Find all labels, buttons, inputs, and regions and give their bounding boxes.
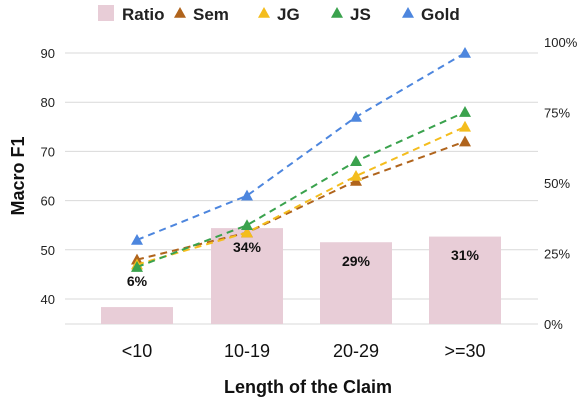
- ratio-bar: [211, 228, 283, 324]
- y-tick-label: 40: [41, 292, 55, 307]
- bar-data-label: 34%: [233, 239, 262, 255]
- series-point-js: [350, 155, 362, 167]
- bar-data-label: 31%: [451, 247, 480, 263]
- y2-tick-label: 100%: [544, 35, 578, 50]
- legend-swatch: [98, 5, 114, 21]
- legend-marker: [331, 7, 343, 18]
- ratio-bars: 6% 34% 29% 31%: [101, 228, 501, 324]
- series-point-gold: [131, 233, 143, 245]
- series-line-gold: [136, 52, 466, 241]
- legend: Ratio Sem JG JS Gold: [98, 5, 460, 24]
- x-tick-label: 20-29: [333, 341, 379, 361]
- y2-tick-label: 25%: [544, 247, 570, 262]
- ratio-bar: [429, 236, 501, 324]
- series-point-gold: [459, 47, 471, 58]
- legend-item-sem: Sem: [174, 5, 229, 24]
- series-point-gold: [241, 189, 253, 201]
- y-tick-label: 60: [41, 194, 55, 209]
- legend-label: Ratio: [122, 5, 165, 24]
- series-lines: [131, 47, 471, 272]
- y2-tick-label: 75%: [544, 106, 570, 121]
- series-point-js: [131, 261, 143, 272]
- x-tick-label: >=30: [444, 341, 485, 361]
- y2-tick-label: 50%: [544, 176, 570, 191]
- legend-label: JG: [277, 5, 300, 24]
- ratio-bar: [101, 307, 173, 324]
- legend-item-jg: JG: [258, 5, 300, 24]
- x-axis-title: Length of the Claim: [224, 377, 392, 397]
- legend-item-ratio: Ratio: [98, 5, 165, 24]
- y-tick-label: 70: [41, 144, 55, 159]
- legend-label: Gold: [421, 5, 460, 24]
- legend-marker: [402, 7, 414, 18]
- legend-label: JS: [350, 5, 371, 24]
- legend-item-js: JS: [331, 5, 371, 24]
- series-line-sem: [136, 140, 466, 261]
- y-axis-ticks: 40 50 60 70 80 90: [41, 46, 55, 307]
- y2-axis-ticks: 0% 25% 50% 75% 100%: [544, 35, 578, 332]
- x-axis-ticks: <10 10-19 20-29 >=30: [122, 341, 486, 361]
- series-point-jg: [459, 120, 471, 132]
- x-tick-label: 10-19: [224, 341, 270, 361]
- bar-data-label: 29%: [342, 253, 371, 269]
- bar-data-label: 6%: [127, 273, 148, 289]
- y-tick-label: 90: [41, 46, 55, 61]
- legend-item-gold: Gold: [402, 5, 460, 24]
- series-point-js: [241, 219, 253, 230]
- series-point-jg: [241, 226, 253, 238]
- series-line-js: [136, 111, 466, 268]
- series-point-sem: [459, 135, 471, 147]
- x-tick-label: <10: [122, 341, 153, 361]
- y-tick-label: 80: [41, 95, 55, 110]
- legend-marker: [174, 7, 186, 18]
- series-point-gold: [350, 110, 362, 122]
- y2-tick-label: 0%: [544, 317, 563, 332]
- y-axis-title: Macro F1: [8, 136, 28, 215]
- legend-label: Sem: [193, 5, 229, 24]
- series-point-js: [459, 106, 471, 117]
- series-line-jg: [136, 125, 466, 266]
- series-point-jg: [350, 170, 362, 181]
- ratio-bar: [320, 242, 392, 324]
- legend-marker: [258, 7, 270, 18]
- y-tick-label: 50: [41, 243, 55, 258]
